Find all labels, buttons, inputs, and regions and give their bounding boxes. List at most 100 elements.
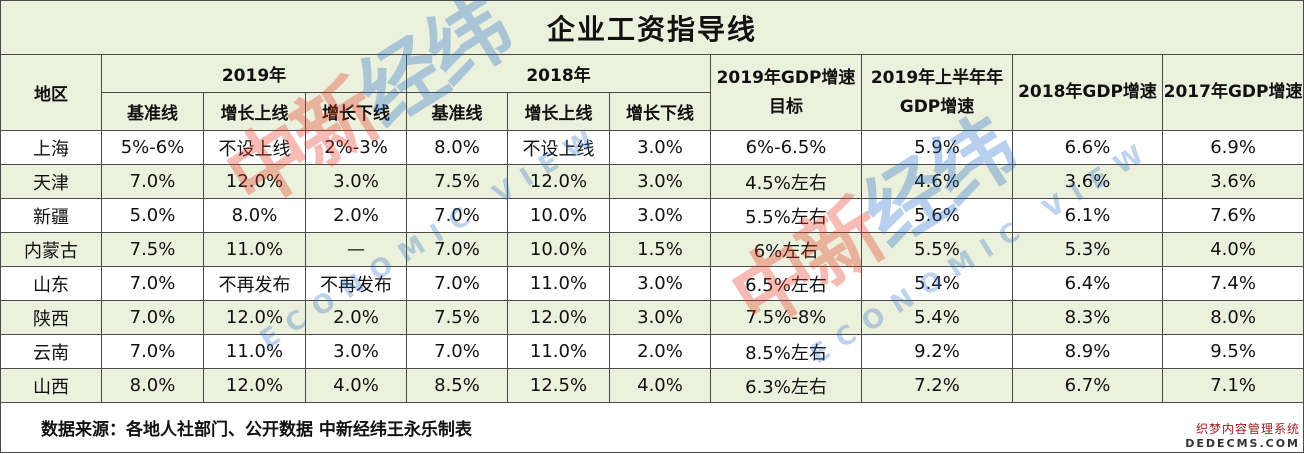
- table-row: 上海 5%-6% 不设上线 2%-3% 8.0% 不设上线 3.0% 6%-6.5% 5.9% 6…: [0, 130, 1304, 165]
- value-cell: 5%-6%: [101, 130, 204, 165]
- value-cell: —: [305, 232, 407, 267]
- subheader-2019-lower: 增长下线: [305, 92, 407, 131]
- value-cell: 5.0%: [101, 198, 204, 233]
- table-row: 陕西 7.0% 12.0% 2.0% 7.5% 12.0% 3.0% 7.5%-8% 5.4% 8…: [0, 300, 1304, 335]
- value-cell: 7.4%: [1161, 266, 1304, 301]
- table-row: 山东 7.0% 不再发布 不再发布 7.0% 11.0% 3.0% 6.5%左右 5.4% 6.4…: [0, 266, 1304, 301]
- value-cell: 11.0%: [507, 266, 610, 301]
- value-cell: 6.6%: [1012, 130, 1163, 165]
- value-cell: 3.0%: [609, 300, 711, 335]
- value-cell: 4.0%: [609, 368, 711, 403]
- value-cell: 3.0%: [609, 198, 711, 233]
- value-cell: 3.6%: [1012, 164, 1163, 199]
- source-note: 数据来源：各地人社部门、公开数据 中新经纬王永乐制表: [0, 402, 1304, 453]
- value-cell: 4.6%: [861, 164, 1013, 199]
- header-gdp-2018: 2018年GDP增速: [1012, 54, 1163, 131]
- subheader-2019-upper: 增长上线: [203, 92, 306, 131]
- region-cell: 陕西: [0, 300, 102, 335]
- value-cell: 2.0%: [609, 334, 711, 369]
- value-cell: 4.0%: [1161, 232, 1304, 267]
- value-cell: 9.2%: [861, 334, 1013, 369]
- value-cell: 不再发布: [203, 266, 306, 301]
- table-row: 山西 8.0% 12.0% 4.0% 8.5% 12.5% 4.0% 6.3%左右 7.2% 6.…: [0, 368, 1304, 403]
- header-gdp-2017: 2017年GDP增速: [1161, 54, 1304, 131]
- value-cell: 12.0%: [507, 300, 610, 335]
- value-cell: 7.5%-8%: [710, 300, 862, 335]
- value-cell: 12.0%: [203, 300, 306, 335]
- value-cell: 12.0%: [203, 368, 306, 403]
- value-cell: 8.5%左右: [710, 334, 862, 369]
- value-cell: 5.6%: [861, 198, 1013, 233]
- value-cell: 7.1%: [1161, 368, 1304, 403]
- value-cell: 7.5%: [406, 164, 508, 199]
- value-cell: 6%左右: [710, 232, 862, 267]
- value-cell: 11.0%: [203, 334, 306, 369]
- value-cell: 7.0%: [101, 300, 204, 335]
- table-row: 天津 7.0% 12.0% 3.0% 7.5% 12.0% 3.0% 4.5%左右 4.6% 3.…: [0, 164, 1304, 199]
- subheader-2018-base: 基准线: [406, 92, 508, 131]
- value-cell: 6.5%左右: [710, 266, 862, 301]
- value-cell: 5.5%左右: [710, 198, 862, 233]
- value-cell: 9.5%: [1161, 334, 1304, 369]
- value-cell: 11.0%: [507, 334, 610, 369]
- value-cell: 6%-6.5%: [710, 130, 862, 165]
- value-cell: 8.0%: [101, 368, 204, 403]
- value-cell: 6.1%: [1012, 198, 1163, 233]
- value-cell: 4.0%: [305, 368, 407, 403]
- corner-line2: DEDECMS.COM: [1185, 437, 1300, 450]
- value-cell: 7.6%: [1161, 198, 1304, 233]
- region-cell: 云南: [0, 334, 102, 369]
- value-cell: 11.0%: [203, 232, 306, 267]
- value-cell: 7.0%: [406, 198, 508, 233]
- value-cell: 7.0%: [406, 266, 508, 301]
- region-cell: 山西: [0, 368, 102, 403]
- region-cell: 上海: [0, 130, 102, 165]
- value-cell: 5.9%: [861, 130, 1013, 165]
- value-cell: 7.0%: [101, 266, 204, 301]
- value-cell: 8.9%: [1012, 334, 1163, 369]
- value-cell: 7.2%: [861, 368, 1013, 403]
- header-2018: 2018年: [406, 54, 711, 93]
- header-region: 地区: [0, 54, 102, 131]
- value-cell: 不设上线: [203, 130, 306, 165]
- value-cell: 3.0%: [609, 266, 711, 301]
- value-cell: 8.3%: [1012, 300, 1163, 335]
- value-cell: 不再发布: [305, 266, 407, 301]
- value-cell: 2.0%: [305, 300, 407, 335]
- value-cell: 6.9%: [1161, 130, 1304, 165]
- header-2019: 2019年: [101, 54, 407, 93]
- value-cell: 2.0%: [305, 198, 407, 233]
- value-cell: 7.0%: [101, 334, 204, 369]
- subheader-2018-lower: 增长下线: [609, 92, 711, 131]
- header-gdp-target-2019: 2019年GDP增速目标: [710, 54, 862, 131]
- region-cell: 天津: [0, 164, 102, 199]
- table-title: 企业工资指导线: [0, 0, 1304, 55]
- value-cell: 12.0%: [203, 164, 306, 199]
- value-cell: 7.5%: [101, 232, 204, 267]
- value-cell: 3.6%: [1161, 164, 1304, 199]
- region-cell: 内蒙古: [0, 232, 102, 267]
- corner-line1: 织梦内容管理系统: [1195, 422, 1300, 436]
- value-cell: 12.5%: [507, 368, 610, 403]
- value-cell: 8.5%: [406, 368, 508, 403]
- value-cell: 8.0%: [203, 198, 306, 233]
- value-cell: 8.0%: [406, 130, 508, 165]
- value-cell: 12.0%: [507, 164, 610, 199]
- value-cell: 2%-3%: [305, 130, 407, 165]
- value-cell: 6.7%: [1012, 368, 1163, 403]
- value-cell: 8.0%: [1161, 300, 1304, 335]
- value-cell: 4.5%左右: [710, 164, 862, 199]
- subheader-2018-upper: 增长上线: [507, 92, 610, 131]
- value-cell: 3.0%: [305, 334, 407, 369]
- value-cell: 7.0%: [406, 334, 508, 369]
- value-cell: 5.4%: [861, 300, 1013, 335]
- corner-watermark: 织梦内容管理系统 DEDECMS.COM: [1185, 420, 1300, 450]
- subheader-2019-base: 基准线: [101, 92, 204, 131]
- table-row: 内蒙古 7.5% 11.0% —7.0% 10.0% 1.5% 6%左右 5.5% 5.3% 4.…: [0, 232, 1304, 267]
- value-cell: 10.0%: [507, 232, 610, 267]
- value-cell: 1.5%: [609, 232, 711, 267]
- table-row: 云南 7.0% 11.0% 3.0% 7.0% 11.0% 2.0% 8.5%左右 9.2% 8.…: [0, 334, 1304, 369]
- value-cell: 3.0%: [609, 164, 711, 199]
